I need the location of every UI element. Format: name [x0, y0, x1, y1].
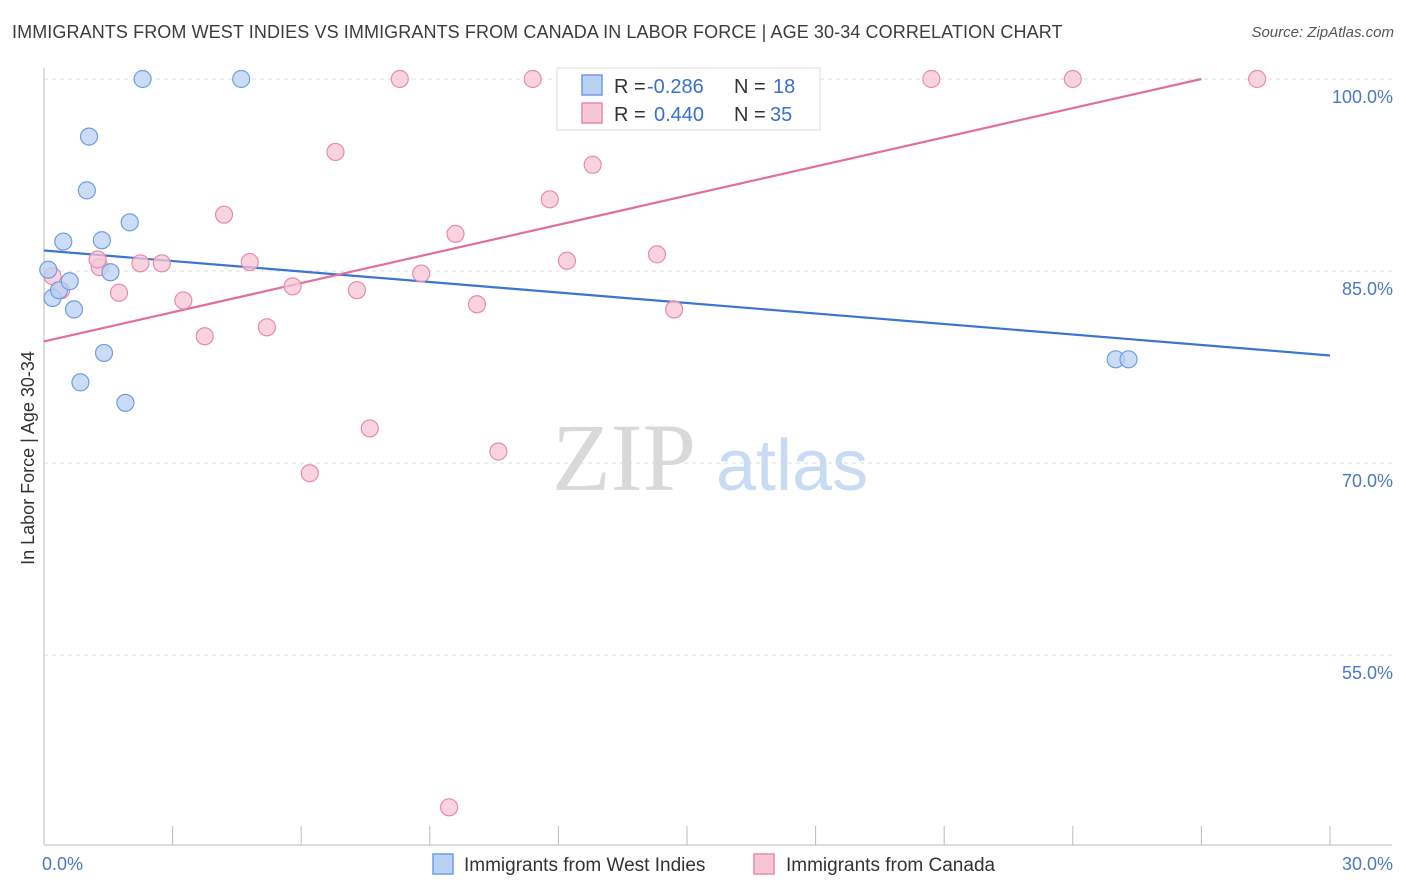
legend-n-label-1: N =: [734, 76, 766, 98]
legend-n-value-2: 35: [770, 104, 792, 126]
legend: R = -0.286 N = 18 R = 0.440 N = 35: [556, 67, 821, 131]
legend-n-label-2: N =: [734, 104, 766, 126]
series-legend: Immigrants from West Indies Immigrants f…: [432, 853, 996, 876]
gridlines: [44, 78, 1392, 656]
series-legend-swatch-west-indies: [432, 853, 454, 875]
point-west-indies-3: [54, 232, 73, 251]
point-canada-20: [446, 224, 465, 243]
point-canada-22: [489, 442, 508, 461]
axes: [43, 68, 1392, 846]
point-west-indies-14: [133, 69, 152, 89]
point-canada-14: [326, 142, 345, 162]
y-axis-label: In Labor Force | Age 30-34: [18, 351, 38, 565]
point-west-indies-7: [77, 181, 96, 200]
point-west-indies-11: [101, 263, 120, 282]
point-canada-8: [195, 327, 214, 346]
point-west-indies-17: [1119, 350, 1138, 369]
series-legend-swatch-canada: [753, 853, 775, 875]
point-canada-12: [283, 277, 302, 296]
point-canada-24: [540, 190, 559, 209]
data-points: [39, 69, 1267, 817]
trend-line-1: [43, 77, 1202, 343]
point-west-indies-9: [92, 231, 111, 250]
point-canada-9: [214, 205, 234, 224]
y-tick-label-0: 100.0%: [1332, 87, 1393, 107]
point-canada-28: [647, 245, 667, 264]
point-canada-5: [131, 254, 150, 273]
point-canada-4: [109, 283, 129, 302]
x-tick-label-1: 30.0%: [1342, 854, 1393, 874]
point-canada-29: [665, 300, 684, 319]
point-canada-7: [174, 291, 193, 310]
point-canada-33: [1248, 69, 1267, 89]
source-label: Source: ZipAtlas.com: [1251, 24, 1394, 41]
legend-swatch-canada: [581, 102, 603, 124]
point-west-indies-6: [71, 373, 90, 392]
point-west-indies-4: [60, 272, 79, 291]
point-canada-19: [439, 798, 459, 817]
point-canada-16: [360, 419, 379, 438]
point-west-indies-8: [79, 127, 99, 146]
point-canada-31: [922, 69, 941, 89]
legend-r-label-2: R =: [614, 104, 646, 126]
point-west-indies-12: [116, 393, 135, 412]
point-canada-32: [1063, 69, 1082, 89]
chart-title: IMMIGRANTS FROM WEST INDIES VS IMMIGRANT…: [12, 22, 1063, 42]
point-west-indies-13: [120, 213, 139, 232]
point-west-indies-10: [94, 343, 114, 363]
trend-line-0: [43, 249, 1331, 357]
point-canada-26: [583, 155, 602, 174]
point-west-indies-0: [39, 260, 58, 279]
point-canada-3: [88, 250, 107, 269]
point-canada-23: [523, 69, 542, 89]
y-tick-label-2: 70.0%: [1342, 471, 1393, 491]
point-west-indies-5: [64, 300, 84, 319]
legend-r-value-2: 0.440: [654, 104, 704, 126]
point-canada-10: [240, 252, 259, 272]
point-canada-6: [152, 254, 171, 273]
point-canada-15: [347, 281, 367, 300]
trend-lines: [43, 77, 1331, 357]
legend-swatch-west-indies: [581, 74, 603, 96]
point-canada-11: [257, 318, 277, 337]
legend-r-value-1: -0.286: [647, 76, 704, 98]
point-west-indies-15: [232, 69, 251, 89]
x-tick-labels: 0.0% 30.0%: [42, 854, 1393, 874]
watermark: ZIP atlas: [552, 404, 868, 511]
y-tick-label-3: 55.0%: [1342, 663, 1393, 683]
y-tick-labels: 100.0% 85.0% 70.0% 55.0%: [1332, 87, 1393, 683]
point-canada-21: [467, 295, 487, 314]
series-legend-label-canada: Immigrants from Canada: [786, 855, 996, 876]
point-canada-17: [390, 69, 409, 89]
series-legend-label-west-indies: Immigrants from West Indies: [464, 855, 705, 876]
legend-r-label-1: R =: [614, 76, 646, 98]
point-canada-18: [412, 264, 431, 283]
watermark-atlas: atlas: [716, 426, 868, 506]
point-canada-13: [300, 464, 319, 483]
legend-n-value-1: 18: [773, 76, 795, 98]
point-canada-25: [557, 251, 577, 270]
x-tick-label-0: 0.0%: [42, 854, 83, 874]
y-tick-label-1: 85.0%: [1342, 279, 1393, 299]
watermark-zip: ZIP: [552, 404, 696, 511]
